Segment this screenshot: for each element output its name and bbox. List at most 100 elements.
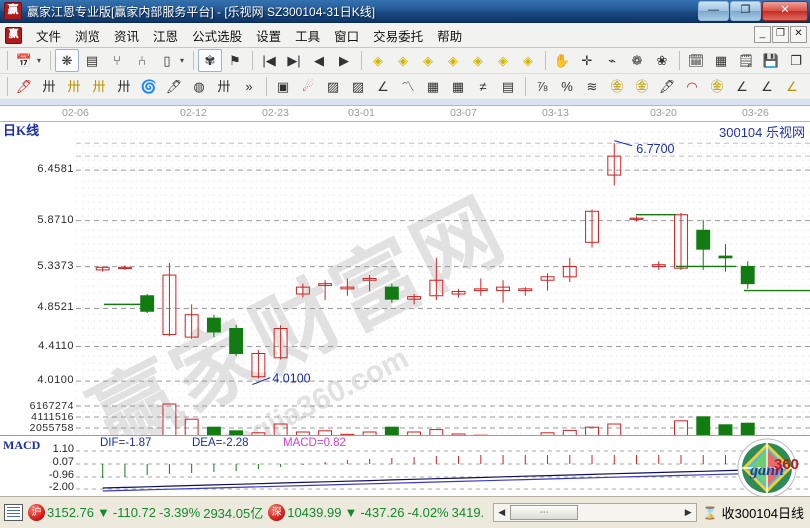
candle-body[interactable] <box>473 288 488 292</box>
chinese-tool1-icon[interactable]: 裡 <box>805 75 810 98</box>
candle-body[interactable] <box>585 210 599 243</box>
save-icon[interactable]: 💾 <box>762 53 780 68</box>
fan-box2-icon[interactable]: ▨ <box>351 79 365 94</box>
candlestick-plot[interactable]: 6.7700 4.0100 <box>76 122 810 496</box>
grid1-icon[interactable]: ▦ <box>426 79 440 94</box>
mdi-minimize-button[interactable]: _ <box>754 26 771 43</box>
candle-body[interactable] <box>607 155 622 176</box>
pen-red-icon[interactable]: 🖊 <box>15 79 33 94</box>
zigzag-icon[interactable]: 〽 <box>401 79 415 94</box>
gold-lines-icon[interactable]: ㊎ <box>635 79 649 94</box>
menu-item-window[interactable]: 窗口 <box>334 29 360 44</box>
indicator9-icon[interactable]: ⑃ <box>138 53 146 68</box>
spiral-icon[interactable]: 🌀 <box>140 79 158 94</box>
window-minimize-button[interactable]: — <box>698 1 729 21</box>
capsule-dropdown-icon[interactable]: ▾ <box>180 56 185 65</box>
macd-panel[interactable]: MACD DIF=-1.87 DEA=-2.28 MACD=0.82 1.10 0… <box>0 435 810 496</box>
hand-pan-icon[interactable]: ✋ <box>553 53 571 68</box>
arc-red-icon[interactable]: ◠ <box>686 79 698 94</box>
diamond-left-icon[interactable]: ◈ <box>373 53 383 68</box>
diamond-move2-icon[interactable]: ◈ <box>523 53 533 68</box>
fan-red-icon[interactable]: ☄ <box>302 79 314 94</box>
candle-body[interactable] <box>273 328 288 359</box>
candle-body[interactable] <box>518 288 533 292</box>
chart-area[interactable]: 02-06 02-12 02-23 03-01 03-07 03-13 03-20 03-26… <box>0 105 810 496</box>
horizontal-scrollbar[interactable]: ◀ ⋯ ▶ <box>493 503 697 522</box>
gold-circle-icon[interactable]: ㊎ <box>610 79 624 94</box>
f-lines-icon[interactable]: 卅 <box>117 79 131 94</box>
candle-body[interactable] <box>140 295 155 312</box>
globe-market-icon[interactable]: ❋ <box>55 49 79 72</box>
f-angle-icon[interactable]: ∠ <box>761 79 773 94</box>
menu-item-help[interactable]: 帮助 <box>437 29 463 44</box>
candle-body[interactable] <box>362 278 377 281</box>
candle-body[interactable] <box>206 317 221 333</box>
prev-icon[interactable]: ◀ <box>314 53 324 68</box>
frame-icon[interactable]: ▣ <box>276 79 290 94</box>
candle-body[interactable] <box>718 255 733 259</box>
diamond-right-icon[interactable]: ◈ <box>398 53 408 68</box>
gold-arc-icon[interactable]: ㊎ <box>710 79 724 94</box>
candle-body[interactable] <box>451 290 466 295</box>
diamond-cross-icon[interactable]: ◈ <box>473 53 483 68</box>
angle2-icon[interactable]: ∠ <box>736 79 748 94</box>
date-21-icon[interactable]: 🗓 <box>687 53 705 68</box>
candle-body[interactable] <box>629 217 644 220</box>
angle-icon[interactable]: ∠ <box>377 79 389 94</box>
ladder-icon[interactable]: ▤ <box>501 79 515 94</box>
draw-curve-icon[interactable]: ⌁ <box>608 53 616 68</box>
percent-icon[interactable]: % <box>561 79 573 94</box>
candle-body[interactable] <box>740 265 755 285</box>
candle-body[interactable] <box>384 286 399 300</box>
capsule-icon[interactable]: ▯ <box>163 53 171 68</box>
fan-box-icon[interactable]: ▨ <box>326 79 340 94</box>
diamond-plus-icon[interactable]: ◈ <box>423 53 433 68</box>
gold-angle-icon[interactable]: ∠ <box>786 79 798 94</box>
diamond-move-icon[interactable]: ◈ <box>498 53 508 68</box>
copy-icon[interactable]: ❐ <box>790 53 802 68</box>
candle-body[interactable] <box>540 276 555 281</box>
menu-item-trade[interactable]: 交易委托 <box>373 29 424 44</box>
brain-icon[interactable]: ❀ <box>656 53 668 68</box>
grid2-icon[interactable]: ▦ <box>451 79 465 94</box>
scroll-thumb[interactable]: ⋯ <box>510 505 579 520</box>
menu-item-browse[interactable]: 浏览 <box>75 29 101 44</box>
menu-item-gann[interactable]: 江恩 <box>153 29 179 44</box>
indicator3-icon[interactable]: ⑂ <box>113 53 121 68</box>
menu-item-settings[interactable]: 设置 <box>256 29 282 44</box>
scroll-left-arrow[interactable]: ◀ <box>498 507 506 517</box>
menu-item-news[interactable]: 资讯 <box>114 29 140 44</box>
candle-body[interactable] <box>117 266 132 270</box>
quote-table-icon[interactable] <box>4 504 23 521</box>
candle-body[interactable] <box>162 274 177 336</box>
candle-body[interactable] <box>674 214 688 269</box>
crosshair-icon[interactable]: ✛ <box>581 53 593 68</box>
window-close-button[interactable]: ✕ <box>762 1 808 21</box>
grid-data-icon[interactable]: ▦ <box>714 53 728 68</box>
candle-body[interactable] <box>496 286 511 292</box>
gann-tool-icon[interactable]: ✾ <box>198 49 222 72</box>
percent-lines-icon[interactable]: ≋ <box>586 79 598 94</box>
scroll-right-arrow[interactable]: ▶ <box>684 507 692 517</box>
period-dropdown-icon[interactable]: ▾ <box>37 56 42 65</box>
diamond-star-icon[interactable]: ◈ <box>448 53 458 68</box>
balloon-icon[interactable]: ❁ <box>631 53 643 68</box>
last-page-icon[interactable]: ▶| <box>287 53 301 68</box>
menu-item-formula-screen[interactable]: 公式选股 <box>192 29 243 44</box>
candle-body[interactable] <box>251 352 266 378</box>
flag-icon[interactable]: ⚑ <box>229 53 241 68</box>
first-page-icon[interactable]: |◀ <box>262 53 276 68</box>
fork-lines-icon[interactable]: 卅 <box>42 79 56 94</box>
more-tools-icon[interactable]: » <box>245 79 253 94</box>
window-maximize-button[interactable]: ❐ <box>730 1 761 21</box>
report-icon[interactable]: ▤ <box>85 53 99 68</box>
candle-body[interactable] <box>562 265 577 278</box>
parallel-icon[interactable]: ≠ <box>479 79 487 94</box>
note-icon[interactable]: 🗒 <box>737 53 755 68</box>
fork2-icon[interactable]: 卅 <box>217 79 231 94</box>
gold-fork2-icon[interactable]: 卅 <box>92 79 106 94</box>
next-icon[interactable]: ▶ <box>339 53 349 68</box>
candle-body[interactable] <box>184 314 199 338</box>
candle-body[interactable] <box>651 264 666 267</box>
candle-body[interactable] <box>229 328 244 354</box>
